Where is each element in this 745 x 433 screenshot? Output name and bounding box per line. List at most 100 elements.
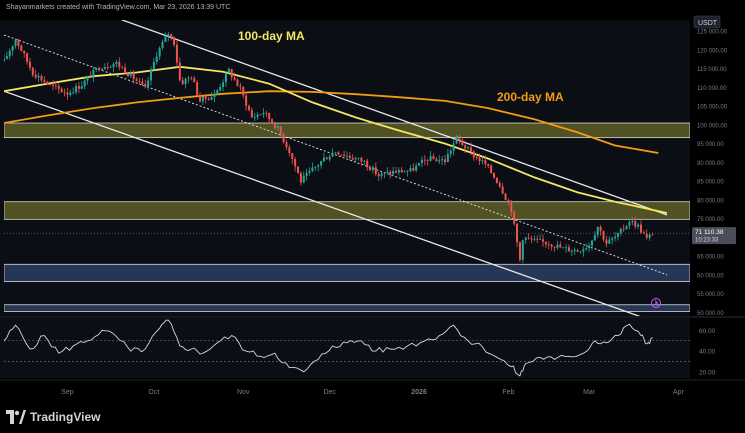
candle-body	[536, 238, 539, 240]
candle-body	[173, 37, 176, 45]
candle-body	[345, 155, 349, 157]
candle-body	[553, 246, 556, 248]
candle-body	[43, 80, 46, 82]
candle-body	[550, 244, 553, 247]
candle-body	[492, 173, 496, 178]
candle-body	[628, 221, 631, 226]
candle-body	[152, 62, 155, 70]
candle-body	[233, 77, 236, 80]
candle-body	[239, 85, 242, 88]
candle-body	[438, 160, 441, 162]
ma100-line	[4, 65, 668, 214]
candle-body	[461, 140, 464, 146]
candle-body	[570, 251, 573, 252]
candle-body	[40, 76, 43, 81]
candle-body	[314, 166, 317, 168]
y-tick-label: 100 000.00	[697, 123, 728, 129]
zone-3	[4, 304, 690, 312]
candle-body	[403, 171, 406, 173]
candle-body	[121, 66, 124, 68]
candle-body	[291, 153, 294, 159]
candle-body	[83, 80, 86, 87]
candle-body	[386, 171, 389, 173]
candle-body	[501, 186, 504, 194]
price-layer	[4, 20, 690, 316]
x-tick-label: 2026	[411, 389, 427, 396]
candle-body	[250, 110, 253, 118]
candle-body	[527, 237, 530, 239]
candle-body	[144, 84, 147, 87]
last-price-label: 71 110.38	[695, 229, 724, 236]
rsi-tick-label: 20.00	[699, 369, 716, 376]
candle-body	[204, 96, 207, 99]
candle-body	[409, 168, 412, 171]
candle-body	[573, 250, 576, 252]
candle-body	[14, 39, 17, 46]
candle-body	[89, 76, 92, 78]
candle-body	[322, 157, 325, 162]
candle-body	[340, 154, 343, 156]
candle-body	[253, 116, 256, 118]
candle-body	[472, 151, 475, 158]
y-tick-label: 115 000.00	[697, 67, 727, 73]
y-tick-label: 105 000.00	[697, 105, 728, 111]
candle-body	[302, 175, 305, 183]
candle-body	[622, 228, 625, 230]
candle-body	[213, 93, 216, 98]
candle-body	[363, 160, 366, 162]
candle-body	[441, 159, 444, 161]
candle-body	[198, 94, 202, 102]
candle-body	[147, 80, 150, 87]
candle-body	[285, 142, 288, 148]
candle-body	[279, 126, 282, 135]
candle-body	[273, 123, 276, 129]
candle-body	[513, 212, 516, 224]
tradingview-logo[interactable]: TradingView	[6, 409, 100, 425]
candle-body	[510, 202, 513, 213]
candle-body	[167, 34, 170, 37]
candle-body	[369, 167, 372, 171]
candle-body	[394, 170, 398, 173]
candle-body	[190, 77, 193, 79]
candle-body	[320, 161, 323, 166]
candle-body	[31, 67, 34, 75]
chart-header: Shayanmarkets created with TradingView.c…	[6, 4, 231, 11]
candle-body	[46, 81, 49, 85]
candle-body	[149, 69, 153, 81]
candle-body	[484, 160, 487, 164]
candle-body	[184, 78, 187, 85]
candle-body	[8, 50, 11, 57]
candle-body	[236, 79, 239, 86]
candle-body	[115, 61, 118, 65]
ma200-label: 200-day MA	[497, 90, 564, 104]
candle-body	[455, 135, 458, 144]
candle-body	[17, 39, 20, 46]
candle-body	[452, 143, 455, 151]
candle-body	[337, 152, 340, 155]
candle-body	[224, 73, 227, 83]
rsi-tick-label: 40.00	[699, 349, 716, 356]
candle-body	[158, 47, 161, 57]
candle-body	[216, 90, 219, 94]
candle-body	[567, 247, 570, 252]
candle-body	[141, 81, 144, 85]
candle-body	[334, 152, 337, 154]
candle-body	[481, 160, 484, 162]
candle-body	[599, 226, 602, 232]
candle-body	[608, 239, 611, 244]
candle-body	[380, 173, 383, 177]
candle-body	[351, 157, 354, 160]
candle-body	[210, 97, 213, 100]
candle-body	[57, 85, 60, 89]
candle-body	[547, 244, 550, 246]
candle-body	[357, 157, 360, 159]
candle-body	[412, 168, 415, 171]
x-tick-label: Apr	[673, 389, 685, 396]
x-tick-label: Mar	[583, 389, 596, 396]
candle-body	[126, 73, 129, 76]
candle-body	[625, 225, 628, 230]
candle-body	[446, 153, 449, 162]
candle-body	[360, 157, 363, 162]
currency-badge	[693, 15, 721, 29]
